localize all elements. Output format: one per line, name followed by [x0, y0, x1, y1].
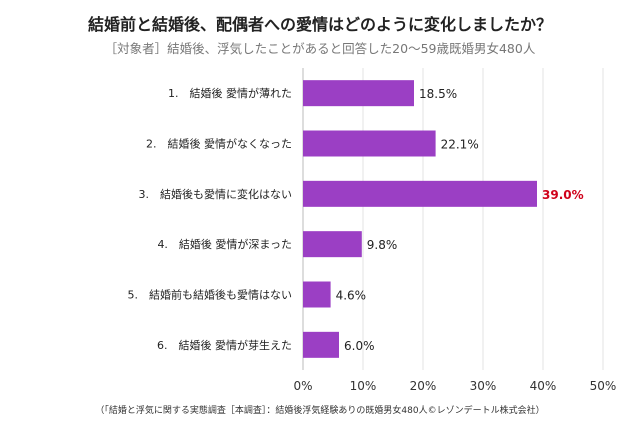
source-note: （「結婚と浮気に関する実態調査［本調査］：結婚後浮気経験ありの既婚男女480人©… — [95, 406, 545, 416]
chart-subtitle: ［対象者］結婚後、浮気したことがあると回答した20〜59歳既婚男女480人 — [104, 41, 536, 56]
data-label: 9.8% — [367, 238, 398, 252]
x-tick-label: 40% — [530, 379, 557, 393]
chart-title: 結婚前と結婚後、配偶者への愛情はどのように変化しましたか？ — [87, 15, 552, 34]
bar — [303, 130, 436, 157]
category-label: 6. 結婚後 愛情が芽生えた — [157, 338, 292, 352]
data-label: 4.6% — [336, 289, 367, 303]
x-tick-label: 20% — [410, 379, 437, 393]
x-tick-label: 30% — [470, 379, 497, 393]
data-label: 22.1% — [441, 138, 479, 152]
x-tick-label: 10% — [350, 379, 377, 393]
data-label: 18.5% — [419, 87, 457, 101]
category-label: 2. 結婚後 愛情がなくなった — [146, 137, 292, 151]
bar — [303, 281, 331, 308]
bar — [303, 331, 339, 358]
bar — [303, 80, 414, 107]
category-label: 3. 結婚後も愛情に変化はない — [139, 187, 293, 201]
data-label: 6.0% — [344, 339, 375, 353]
category-label: 5. 結婚前も結婚後も愛情はない — [128, 288, 293, 302]
category-label: 4. 結婚後 愛情が深まった — [157, 237, 292, 251]
data-label: 39.0% — [542, 188, 584, 202]
x-tick-label: 50% — [590, 379, 617, 393]
bar — [303, 180, 537, 207]
category-label: 1. 結婚後 愛情が薄れた — [168, 86, 292, 100]
bar — [303, 231, 362, 258]
x-tick-label: 0% — [293, 379, 312, 393]
